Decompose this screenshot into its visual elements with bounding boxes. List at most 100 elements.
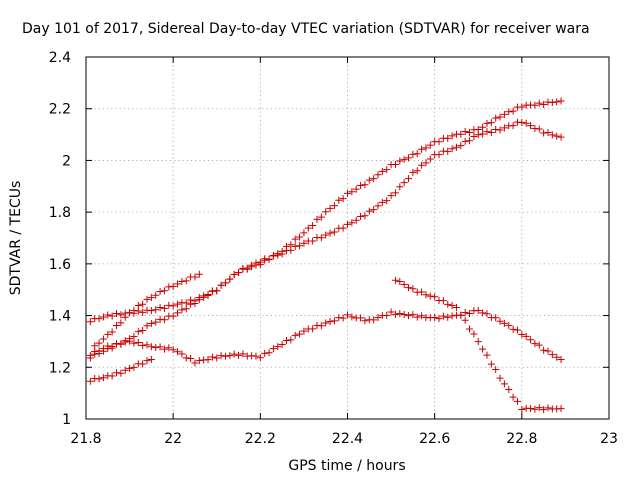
data-point-marker (274, 250, 282, 258)
data-point-marker (300, 239, 308, 247)
data-point-marker (400, 281, 408, 289)
data-point-marker (448, 132, 456, 140)
data-point-marker (383, 197, 391, 205)
data-point-marker (160, 304, 168, 312)
data-point-marker (121, 366, 129, 374)
data-point-marker (413, 167, 421, 175)
data-point-marker (230, 350, 238, 358)
data-point-marker (553, 353, 561, 361)
data-point-marker (113, 340, 121, 348)
data-point-marker (296, 233, 304, 241)
data-point-marker (352, 185, 360, 193)
data-point-marker (422, 159, 430, 167)
chart-title: Day 101 of 2017, Sidereal Day-to-day VTE… (22, 21, 590, 37)
data-point-marker (374, 314, 382, 322)
data-point-marker (147, 294, 155, 302)
data-point-marker (91, 348, 99, 356)
data-point-marker (374, 202, 382, 210)
data-point-marker (387, 308, 395, 316)
data-point-marker (413, 313, 421, 321)
data-point-marker (335, 196, 343, 204)
data-point-marker (418, 288, 426, 296)
data-point-marker (422, 291, 430, 299)
data-point-marker (317, 234, 325, 242)
data-point-marker (479, 309, 487, 317)
data-point-marker (540, 101, 548, 109)
y-tick-label: 2 (62, 153, 71, 169)
data-point-marker (174, 280, 182, 288)
data-point-marker (396, 157, 404, 165)
data-point-marker (195, 296, 203, 304)
data-point-marker (99, 335, 107, 343)
data-point-marker (117, 319, 125, 327)
data-point-marker (330, 202, 338, 210)
data-point-marker (535, 99, 543, 107)
data-point-marker (557, 405, 565, 413)
data-point-marker (496, 113, 504, 121)
data-point-marker (483, 310, 491, 318)
data-point-marker (104, 330, 112, 338)
data-point-marker (400, 179, 408, 187)
data-point-marker (169, 282, 177, 290)
data-point-marker (357, 213, 365, 221)
data-point-marker (282, 337, 290, 345)
data-point-marker (400, 155, 408, 163)
data-point-marker (208, 287, 216, 295)
data-point-marker (518, 331, 526, 339)
data-point-marker (479, 130, 487, 138)
data-point-marker (95, 347, 103, 355)
data-point-marker (557, 97, 565, 105)
data-point-marker (505, 108, 513, 116)
data-point-marker (405, 312, 413, 320)
data-point-marker (278, 247, 286, 255)
data-point-marker (344, 220, 351, 228)
data-point-marker (160, 316, 168, 324)
data-point-marker (422, 144, 430, 152)
data-point-marker (548, 351, 556, 359)
data-point-marker (274, 343, 282, 351)
data-point-marker (252, 352, 260, 360)
data-point-marker (409, 285, 417, 293)
data-point-marker (505, 321, 513, 329)
data-point-marker (522, 119, 530, 127)
data-point-marker (113, 322, 121, 330)
data-point-marker (217, 352, 225, 360)
data-point-marker (339, 195, 347, 203)
data-point-marker (113, 310, 121, 318)
data-point-marker (370, 206, 378, 214)
data-point-marker (426, 292, 434, 300)
data-point-marker (86, 318, 94, 326)
data-point-marker (500, 319, 508, 327)
data-point-marker (535, 404, 543, 412)
data-point-marker (265, 349, 273, 357)
data-point-marker (396, 310, 404, 318)
data-point-marker (121, 313, 129, 321)
data-point-marker (95, 315, 103, 323)
data-point-marker (518, 406, 526, 414)
y-tick-label: 2.4 (49, 50, 71, 66)
data-point-marker (121, 338, 129, 346)
data-point-marker (108, 328, 116, 336)
data-point-marker (322, 231, 330, 239)
data-point-marker (470, 330, 478, 338)
data-point-marker (235, 269, 243, 277)
data-point-marker (117, 369, 125, 377)
data-point-marker (117, 340, 125, 348)
data-point-marker (95, 375, 103, 383)
data-point-marker (466, 137, 474, 145)
data-point-marker (357, 314, 365, 322)
data-point-marker (104, 342, 112, 350)
data-point-marker (439, 312, 447, 320)
data-point-marker (396, 183, 404, 191)
data-point-marker (204, 356, 212, 364)
data-point-marker (509, 122, 517, 130)
data-point-marker (413, 150, 421, 158)
data-point-marker (191, 300, 199, 308)
data-point-marker (287, 241, 295, 249)
data-point-marker (553, 98, 561, 106)
data-point-marker (169, 312, 177, 320)
data-point-marker (361, 317, 369, 325)
data-point-marker (444, 300, 452, 308)
data-point-marker (409, 311, 417, 319)
data-point-marker (230, 271, 238, 279)
